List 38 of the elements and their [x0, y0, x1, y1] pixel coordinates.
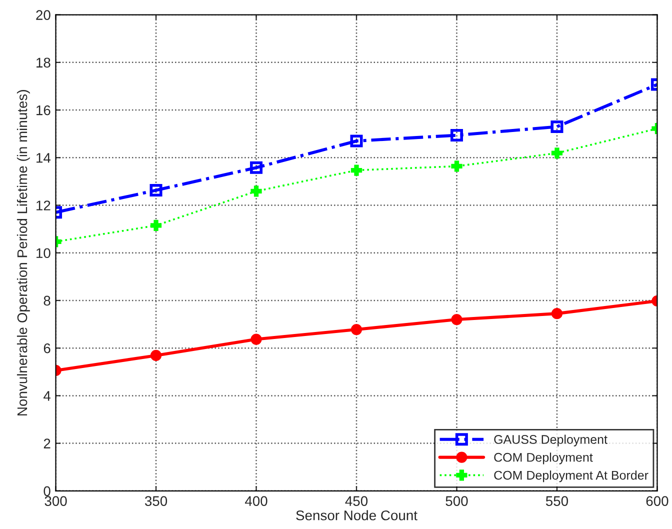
y-tick-label: 2: [44, 438, 50, 448]
point: [150, 220, 162, 232]
y-tick-label: 0: [44, 486, 50, 496]
legend-label: COM Deployment At Border: [494, 470, 648, 482]
y-axis-title: Nonvulnerable Operation Period Lifetime (in minutes): [16, 90, 30, 416]
x-axis-title: Sensor Node Count: [296, 510, 418, 520]
y-tick-label: 4: [44, 391, 51, 401]
x-tick-label: 600: [646, 496, 668, 506]
y-tick-label: 8: [44, 296, 50, 306]
point: [350, 324, 362, 336]
point: [250, 161, 263, 174]
point: [150, 184, 162, 197]
legend-label: GAUSS Deployment: [494, 434, 608, 446]
y-tick-label: 16: [36, 105, 50, 116]
point: [550, 120, 564, 133]
x-tick-label: 500: [446, 496, 468, 506]
legend-label: COM Deployment: [494, 452, 593, 464]
point: [451, 160, 462, 172]
point: [451, 314, 462, 326]
point: [350, 164, 362, 176]
point: [250, 186, 262, 197]
y-tick-label: 20: [36, 10, 50, 20]
x-tick-label: 400: [244, 496, 268, 506]
point: [551, 148, 563, 159]
x-tick-label: 350: [144, 496, 168, 506]
x-tick-label: 300: [44, 496, 67, 506]
x-tick-label: 450: [345, 496, 368, 506]
y-tick-label: 10: [36, 248, 50, 258]
point: [250, 334, 262, 345]
y-tick-label: 14: [36, 153, 51, 163]
x-tick-label: 550: [546, 496, 568, 506]
point: [450, 129, 463, 142]
y-tick-label: 12: [36, 200, 50, 210]
point: [350, 134, 363, 148]
point: [150, 350, 162, 362]
point: [551, 308, 563, 320]
y-tick-label: 18: [36, 58, 50, 68]
y-tick-label: 6: [44, 343, 50, 354]
